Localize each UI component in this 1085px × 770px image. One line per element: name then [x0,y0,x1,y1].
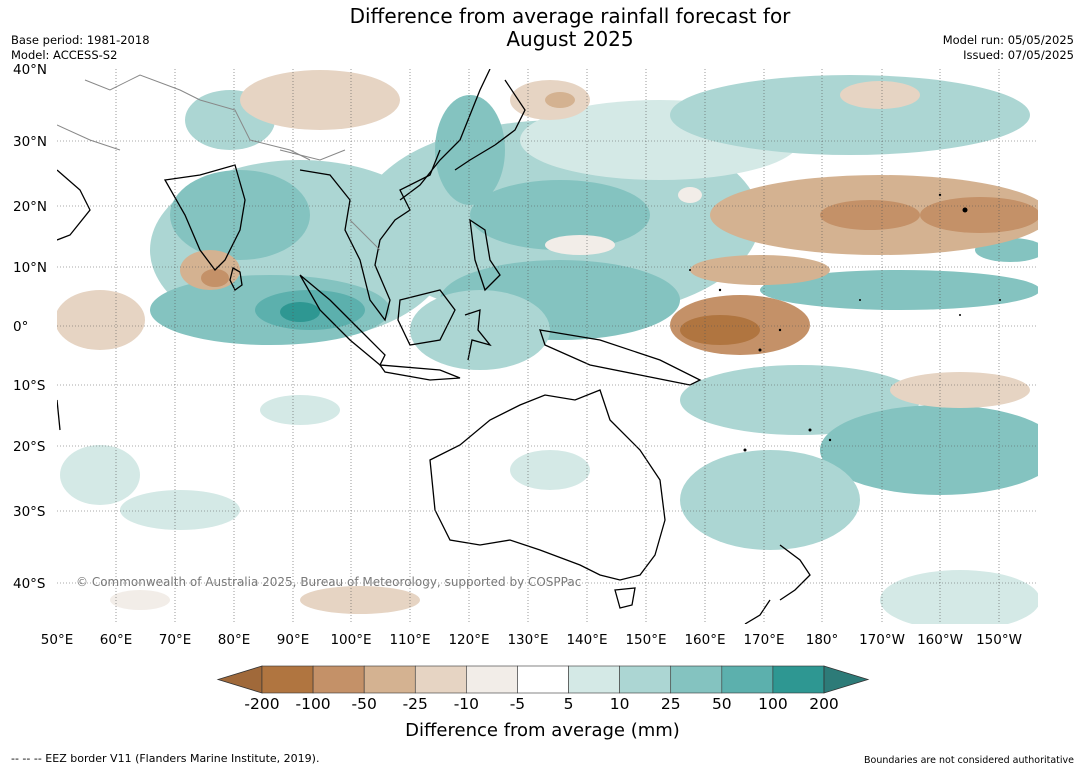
lat-label: 20°S [13,439,46,455]
country-borders [57,74,381,251]
copyright-text: © Commonwealth of Australia 2025, Bureau… [76,575,581,589]
colorbar-tick: 10 [610,695,630,713]
colorbar-swatch [414,665,467,694]
lon-label: 180° [806,632,839,648]
colorbar-tick: 100 [758,695,788,713]
colorbar-swatch [721,665,774,694]
wet-anomaly-regions [60,75,1038,624]
model-name: Model: ACCESS-S2 [11,48,118,62]
lat-label: 20°N [13,199,47,215]
lat-label: 10°S [13,378,46,394]
lat-label: 30°N [13,134,47,150]
lon-label: 120°E [448,632,489,648]
lon-label: 130°E [507,632,548,648]
lon-label: 50°E [41,632,73,648]
graticule [57,69,1038,624]
lon-label: 110°E [389,632,430,648]
colorbar-tick: 200 [809,695,839,713]
colorbar-tick: -100 [295,695,330,713]
colorbar-swatch [772,665,825,694]
rainfall-anomaly-fields [57,70,1038,624]
colorbar-swatch [261,665,314,694]
lat-label: 40°S [13,576,46,592]
colorbar-label: Difference from average (mm) [405,720,680,741]
colorbar-tick: 50 [712,695,732,713]
lat-label: 30°S [13,504,46,520]
colorbar-tick-labels: -200 -100 -50 -25 -10 -5 5 10 25 50 100 200 [244,695,838,713]
coastlines [57,69,811,624]
meta-left: Base period: 1981-2018 Model: ACCESS-S2 [11,33,150,63]
lat-label: 40°N [13,62,47,78]
lon-label: 160°E [684,632,725,648]
lon-label: 160°W [917,632,963,648]
lat-label: 10°N [13,260,47,276]
colorbar-tick: 5 [564,695,574,713]
colorbar-tick: -10 [454,695,479,713]
lat-label: 0° [13,319,28,335]
title-line-1: Difference from average rainfall forecas… [349,4,791,28]
colorbar-tick: -5 [510,695,525,713]
colorbar-tick: -200 [244,695,279,713]
lon-label: 80°E [218,632,250,648]
eez-legend: -- -- -- EEZ border V11 (Flanders Marine… [11,752,320,765]
lon-label: 140°E [566,632,607,648]
longitude-labels: 50°E 60°E 70°E 80°E 90°E 100°E 110°E 120°E 130°E… [41,632,1022,648]
lon-label: 170°E [743,632,784,648]
title-line-2: August 2025 [506,27,634,51]
colorbar-swatch [568,665,620,694]
colorbar-swatch [466,665,518,694]
lon-label: 150°E [625,632,666,648]
meta-right: Model run: 05/05/2025 Issued: 07/05/2025 [943,33,1074,63]
latitude-labels: 40°N 30°N 20°N 10°N 0° 10°S 20°S 30°S 40°S [13,62,47,592]
model-run: Model run: 05/05/2025 [942,33,1074,47]
lon-label: 170°W [859,632,905,648]
colorbar-tick: -25 [403,695,428,713]
lon-label: 100°E [330,632,371,648]
lon-label: 150°W [976,632,1022,648]
disclaimer: Boundaries are not considered authoritat… [864,755,1074,766]
base-period: Base period: 1981-2018 [11,33,150,47]
colorbar-tick: 25 [661,695,681,713]
colorbar-min-arrow [216,665,263,694]
colorbar-max-arrow [823,665,870,694]
lon-label: 70°E [159,632,191,648]
colorbar-swatch [517,665,569,694]
colorbar-tick: -50 [352,695,377,713]
colorbar [216,665,870,694]
colorbar-swatch [312,665,365,694]
lon-label: 90°E [277,632,309,648]
colorbar-swatch [363,665,416,694]
pacific-islands [689,193,1001,452]
issued-date: Issued: 07/05/2025 [963,48,1074,62]
colorbar-swatch [619,665,672,694]
lon-label: 60°E [100,632,132,648]
colorbar-swatch [670,665,723,694]
